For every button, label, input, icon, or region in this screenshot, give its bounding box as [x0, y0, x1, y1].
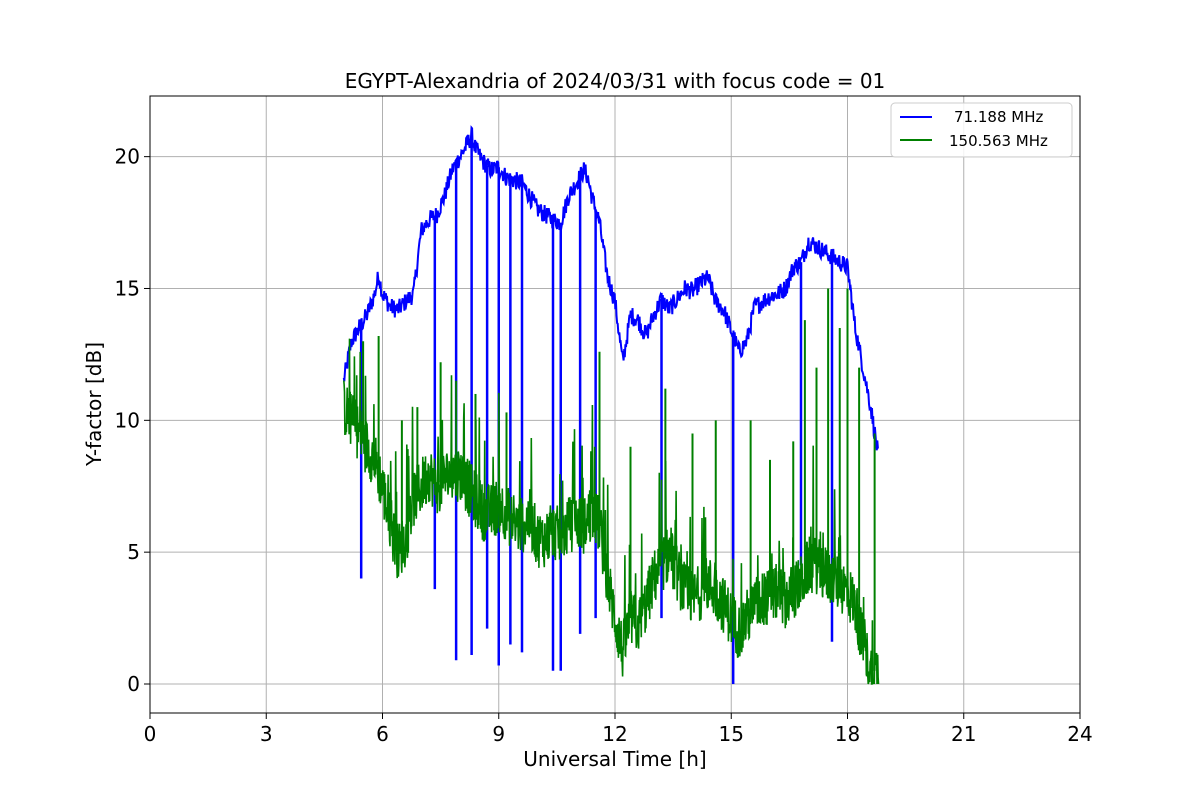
- series-line-150mhz: [343, 338, 880, 685]
- x-tick-label: 12: [602, 722, 627, 746]
- chart-title: EGYPT-Alexandria of 2024/03/31 with focu…: [345, 69, 886, 93]
- legend-label-150mhz: 150.563 MHz: [949, 132, 1048, 150]
- x-tick-label: 9: [492, 722, 505, 746]
- series-layer: [342, 125, 880, 685]
- x-axis-label: Universal Time [h]: [523, 747, 706, 771]
- x-tick-label: 24: [1067, 722, 1092, 746]
- x-tick-label: 21: [951, 722, 976, 746]
- legend: 71.188 MHz 150.563 MHz: [890, 102, 1073, 158]
- y-axis-label: Y-factor [dB]: [82, 342, 106, 467]
- x-tick-label: 18: [835, 722, 860, 746]
- x-tick-label: 15: [719, 722, 744, 746]
- y-tick-label: 15: [115, 276, 140, 300]
- series-line-71mhz: [342, 125, 879, 451]
- x-tick-label: 6: [376, 722, 389, 746]
- x-tick-label: 0: [144, 722, 157, 746]
- y-tick-label: 10: [115, 408, 140, 432]
- y-tick-label: 20: [115, 145, 140, 169]
- x-tick-label: 3: [260, 722, 273, 746]
- legend-label-71mhz: 71.188 MHz: [954, 108, 1043, 126]
- ticks: 0 3 6 9 12 15 18 21 24 0 5 10 15 20: [115, 145, 1093, 746]
- y-tick-label: 5: [127, 540, 140, 564]
- y-tick-label: 0: [127, 672, 140, 696]
- legend-box: [890, 102, 1073, 158]
